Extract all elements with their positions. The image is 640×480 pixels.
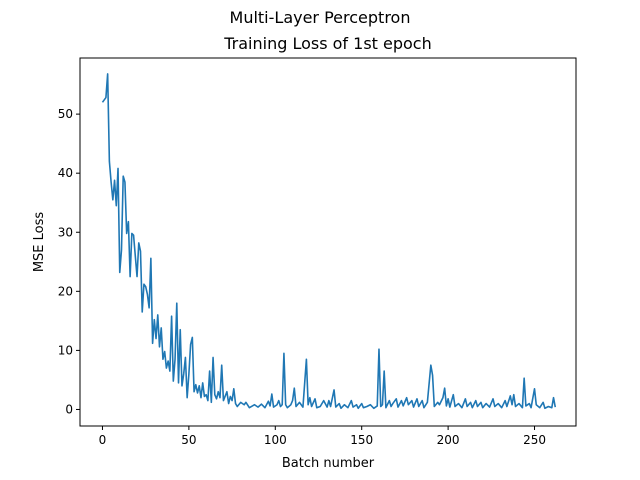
y-tick-label: 30 — [58, 225, 73, 239]
x-tick-label: 250 — [523, 433, 546, 447]
x-tick-label: 50 — [181, 433, 196, 447]
chart-title: Training Loss of 1st epoch — [224, 34, 432, 53]
y-axis-label: MSE Loss — [32, 212, 47, 273]
loss-series-line — [101, 73, 557, 410]
y-tick-label: 0 — [65, 402, 73, 416]
axes-frame — [79, 57, 577, 427]
figure-suptitle: Multi-Layer Perceptron — [229, 8, 411, 27]
x-tick-label: 0 — [99, 433, 107, 447]
x-tick-label: 100 — [264, 433, 287, 447]
y-tick-label: 20 — [58, 284, 73, 298]
plot-layer — [101, 73, 557, 410]
y-tick-label: 40 — [58, 166, 73, 180]
x-axis-label: Batch number — [282, 456, 375, 471]
y-tick-label: 50 — [58, 107, 73, 121]
y-tick-label: 10 — [58, 343, 73, 357]
ticks-layer: 0 50 100 150 200 250 0 10 20 30 40 50 — [58, 107, 546, 447]
x-tick-label: 150 — [350, 433, 373, 447]
x-tick-label: 200 — [437, 433, 460, 447]
